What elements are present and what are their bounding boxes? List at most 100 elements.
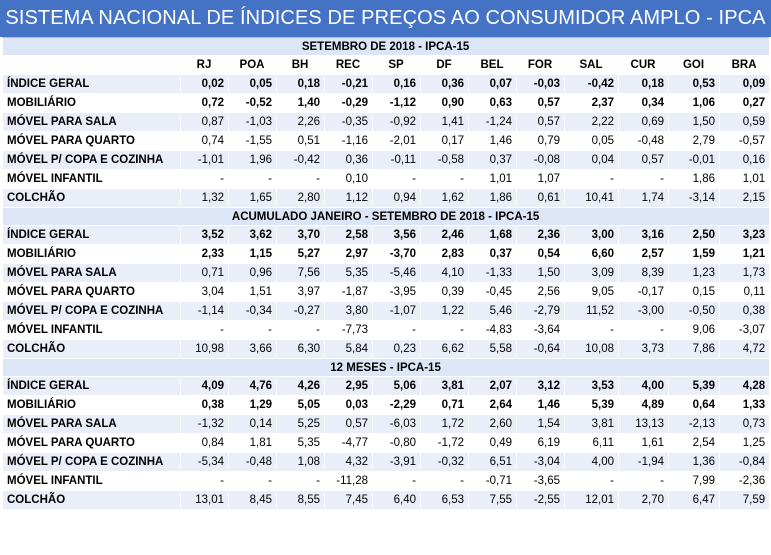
row-label: MÓVEL PARA QUARTO [2,131,181,151]
table-cell: 2,60 [468,414,517,434]
table-cell: 9,05 [564,282,619,302]
table-cell: 4,32 [324,452,373,472]
table-row: COLCHÃO 13,01 8,45 8,55 7,45 6,40 6,53 7,55 -2,5… [2,490,771,510]
table-cell: 1,01 [468,169,517,189]
table-row: MÓVEL PARA QUARTO 0,84 1,81 5,35 -4,77 -0,80-… [2,433,771,453]
table-cell: 0,84 [180,433,229,453]
table-cell: -0,03 [516,74,565,94]
row-label: MÓVEL P/ COPA E COZINHA [2,150,181,170]
table-cell: 0,05 [564,131,619,151]
table-cell: - [372,471,421,491]
table-cell: -1,24 [468,112,517,132]
row-label: MÓVEL PARA SALA [2,112,181,132]
row-label: ÍNDICE GERAL [2,376,181,396]
table-row: MÓVEL PARA SALA 0,71 0,96 7,56 5,35 -5,46 4,10… [2,263,771,283]
table-cell: -1,33 [468,263,517,283]
row-label: MÓVEL P/ COPA E COZINHA [2,452,181,472]
table-cell: -4,83 [468,320,517,340]
table-cell: 0,51 [276,131,325,151]
table-cell: 2,83 [420,244,469,264]
table-cell: 1,50 [516,263,565,283]
table-cell: -0,45 [468,282,517,302]
table-cell: 1,73 [718,263,771,283]
table-cell: 4,89 [618,395,669,415]
table-cell: - [276,320,325,340]
table-cell: 1,61 [618,433,669,453]
table-cell: 1,06 [668,93,720,113]
column-header-blank [2,55,181,75]
table-cell: -3,64 [516,320,565,340]
table-cell: 3,09 [564,263,619,283]
table-cell: 7,45 [324,490,373,510]
table-cell: - [372,320,421,340]
table-cell: 10,98 [180,339,229,359]
row-label: MÓVEL INFANTIL [2,320,181,340]
table-cell: 5,46 [468,301,517,321]
table-cell: 0,61 [516,188,565,208]
table-cell: 1,46 [468,131,517,151]
table-cell: 6,40 [372,490,421,510]
table-cell: 7,99 [668,471,720,491]
table-cell: 4,00 [564,452,619,472]
table-cell: 3,81 [564,414,619,434]
table-cell: -1,01 [180,150,229,170]
table-cell: - [372,169,421,189]
column-header: BEL [468,55,517,75]
table-row: MÓVEL PARA QUARTO 0,74 -1,55 0,51 -1,16 -2,01… [2,131,771,151]
table-cell: 2,56 [516,282,565,302]
table-cell: 4,00 [618,376,669,396]
table-cell: 1,50 [668,112,720,132]
table-cell: 6,62 [420,339,469,359]
table-cell: 6,51 [468,452,517,472]
table-cell: -0,17 [618,282,669,302]
table-cell: -0,48 [618,131,669,151]
table-cell: 4,10 [420,263,469,283]
table-cell: -2,36 [718,471,771,491]
table-cell: 5,25 [276,414,325,434]
table-cell: 13,01 [180,490,229,510]
table-cell: 0,09 [718,74,771,94]
table-cell: 2,50 [668,225,720,245]
table-cell: 3,52 [180,225,229,245]
table-cell: -3,07 [718,320,771,340]
table-cell: 0,37 [468,150,517,170]
table-cell: -3,14 [668,188,720,208]
table-cell: 1,62 [420,188,469,208]
table-cell: -0,57 [718,131,771,151]
table-cell: 0,36 [420,74,469,94]
table-cell: 1,23 [668,263,720,283]
table-cell: -1,87 [324,282,373,302]
table-cell: - [564,471,619,491]
table-row: COLCHÃO 1,32 1,65 2,80 1,12 0,94 1,62 1,86 0,61 1… [2,188,771,208]
table-cell: 2,33 [180,244,229,264]
table-cell: 0,53 [668,74,720,94]
table-cell: 6,11 [564,433,619,453]
table-cell: -0,58 [420,150,469,170]
table-cell: - [618,320,669,340]
table-cell: 1,21 [718,244,771,264]
table-cell: -3,91 [372,452,421,472]
table-cell: 1,22 [420,301,469,321]
table-cell: -1,32 [180,414,229,434]
table-cell: 12,01 [564,490,619,510]
row-label: COLCHÃO [2,339,181,359]
row-label: MÓVEL PARA SALA [2,263,181,283]
table-cell: 6,47 [668,490,720,510]
row-label: MÓVEL PARA QUARTO [2,282,181,302]
table-cell: 3,56 [372,225,421,245]
table-cell: -0,08 [516,150,565,170]
table-cell: - [420,471,469,491]
table-cell: 4,09 [180,376,229,396]
table-cell: -0,50 [668,301,720,321]
table-cell: 1,25 [718,433,771,453]
table-cell: 1,81 [228,433,277,453]
table-cell: 0,04 [564,150,619,170]
table-cell: 8,45 [228,490,277,510]
table-row: MÓVEL INFANTIL - - - -7,73- - -4,83 -3,64- -9,06… [2,320,771,340]
table-cell: 5,06 [372,376,421,396]
table-cell: - [618,169,669,189]
table-cell: 1,46 [516,395,565,415]
table-cell: -3,65 [516,471,565,491]
table-cell: 2,37 [564,93,619,113]
table-cell: 1,96 [228,150,277,170]
